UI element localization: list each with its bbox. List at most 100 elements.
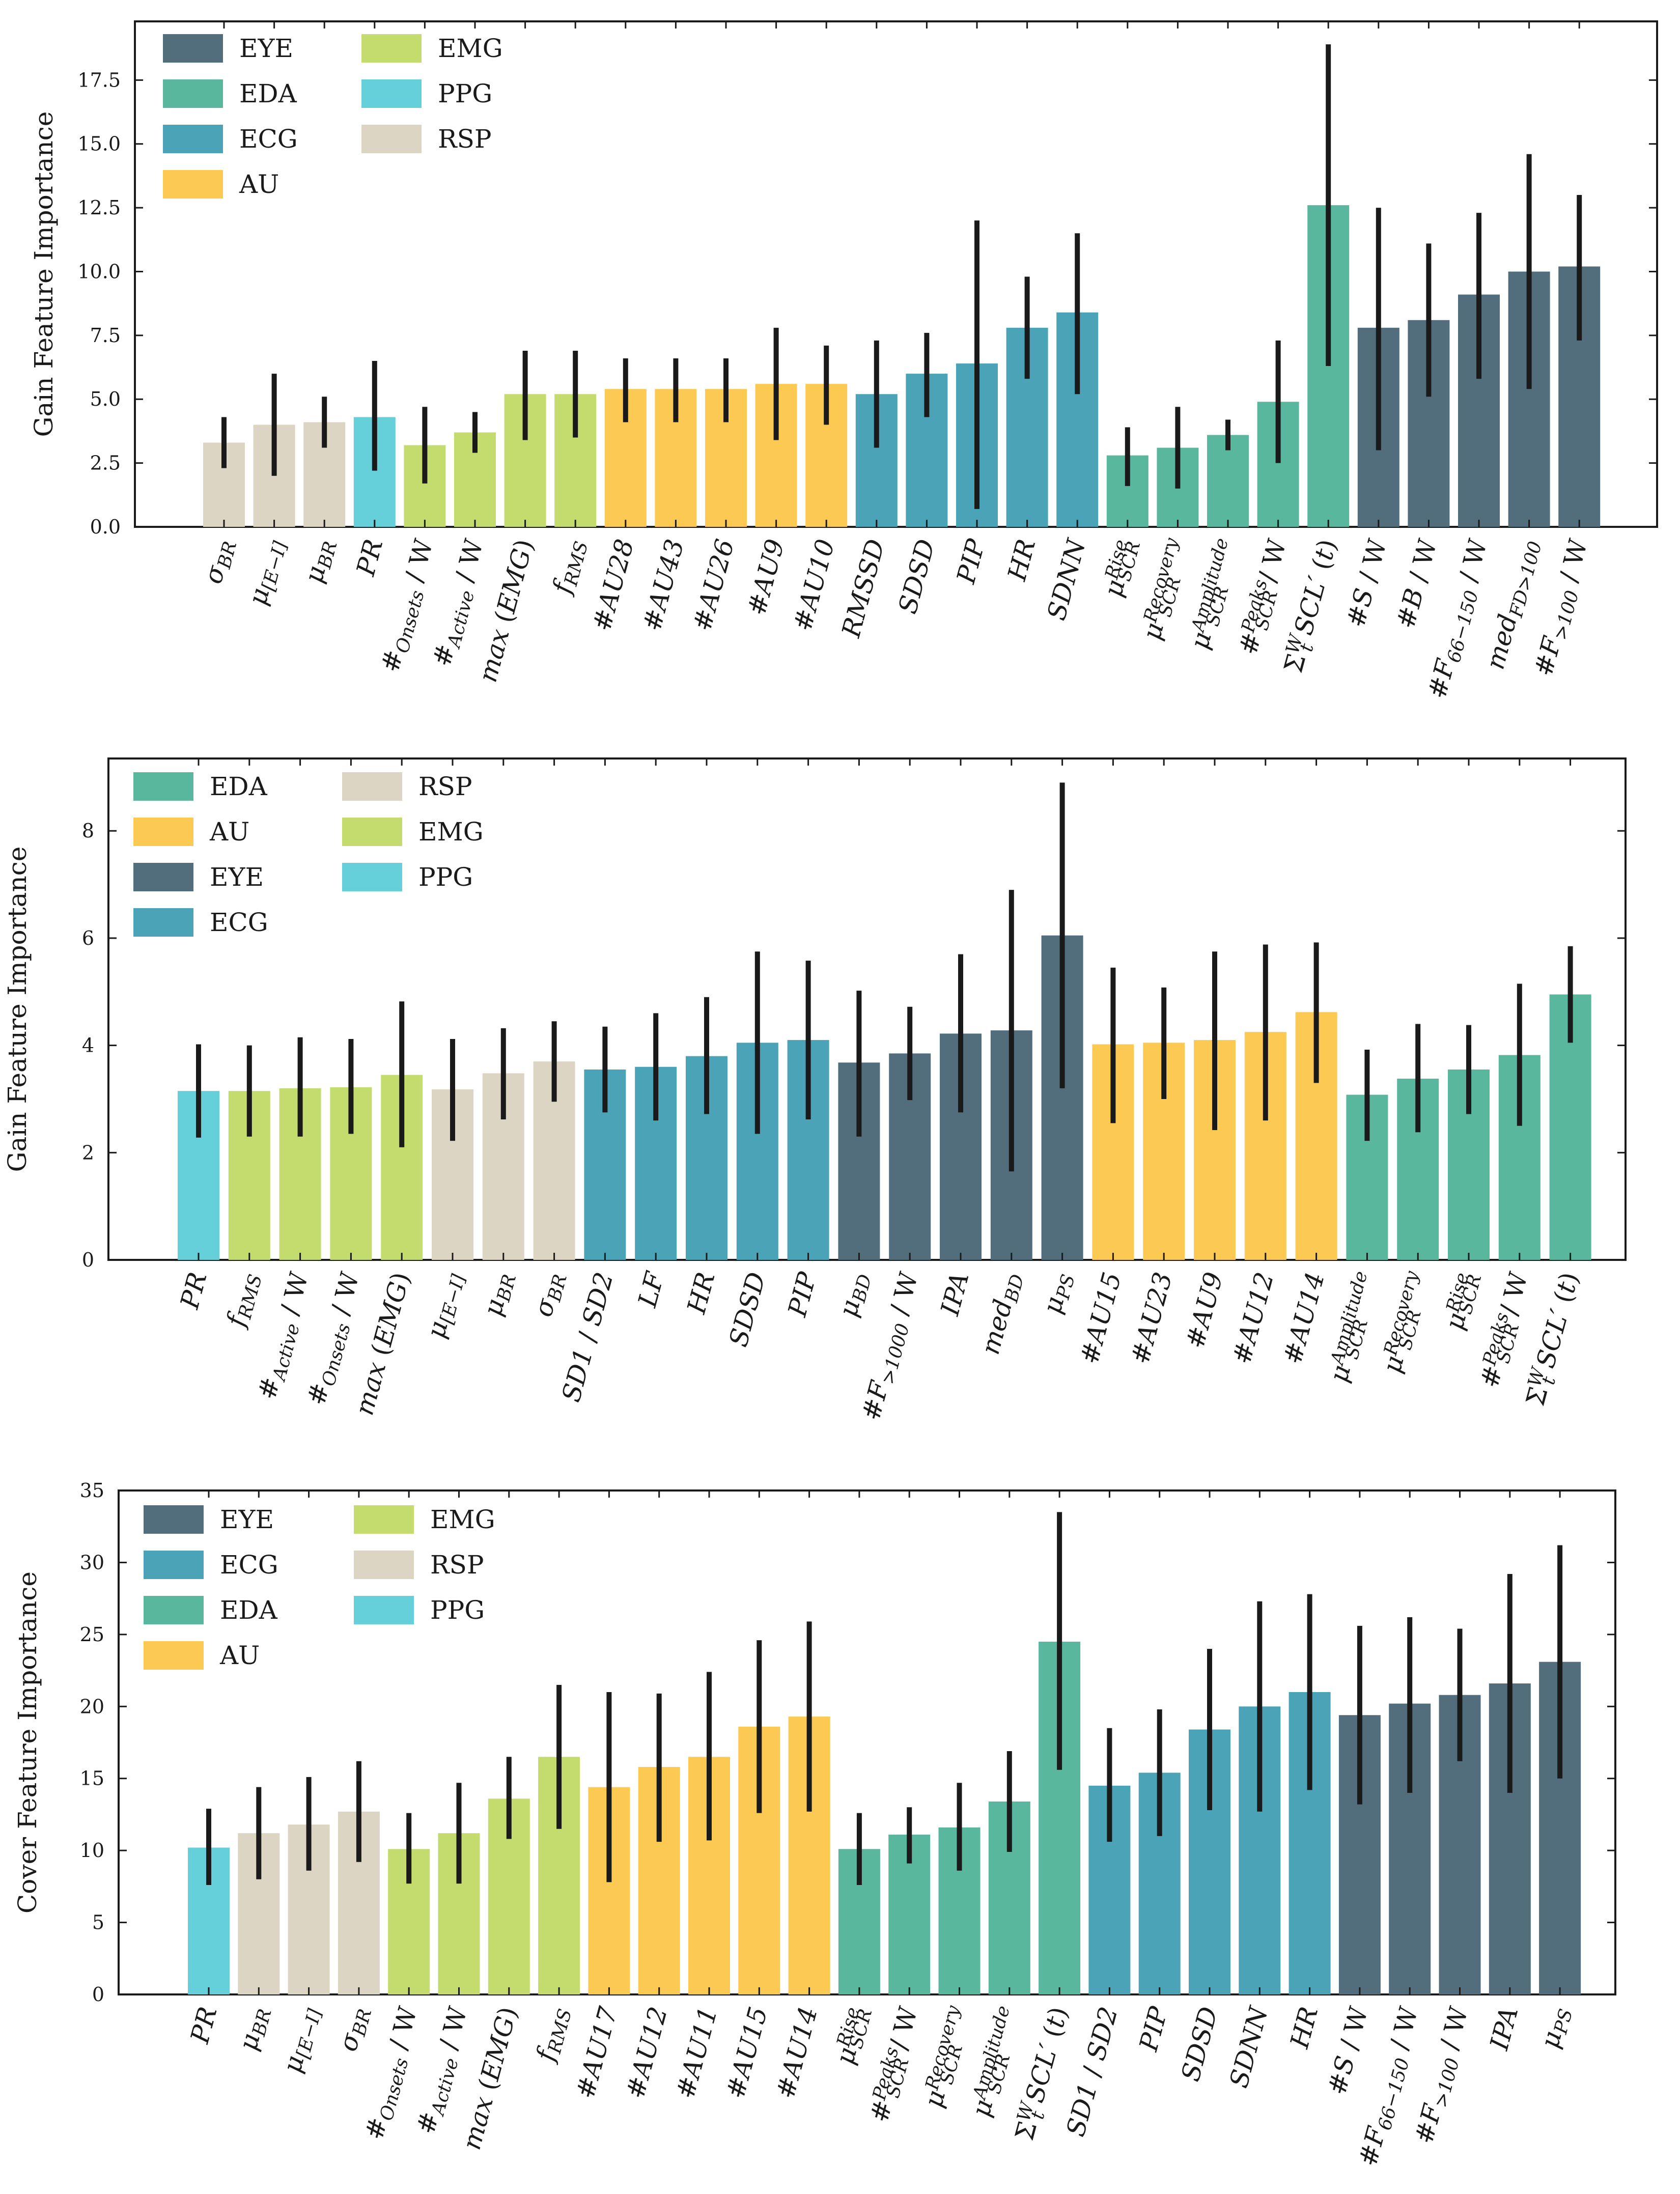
legend-swatch-emg — [361, 34, 422, 63]
x-tick-label: IPA — [935, 1269, 974, 1319]
tick-label-text: μAmplitudeSCR — [1183, 536, 1245, 653]
y-tick-label: 0 — [82, 1249, 94, 1271]
tick-label-text: IPA — [1484, 2004, 1524, 2054]
x-tick-label: μPS — [1037, 1269, 1079, 1317]
tick-label-text: #AU11 — [670, 2004, 723, 2102]
legend-swatch-ppg — [354, 1596, 414, 1624]
legend-label: EMG — [438, 34, 503, 63]
tick-label-text: #AU9 — [742, 536, 790, 618]
tick-label-text: μ[E−I] — [277, 2003, 326, 2076]
legend-label: ECG — [210, 908, 268, 937]
legend-label: ECG — [239, 124, 298, 154]
tick-label-text: μ[E−I] — [242, 536, 291, 609]
tick-label-text: #AU17 — [570, 2004, 623, 2102]
tick-label-text: fRMS — [546, 536, 593, 599]
x-tick-label: medBD — [975, 1269, 1028, 1358]
legend-swatch-ppg — [342, 863, 402, 891]
x-tick-label: SDSD — [892, 536, 941, 617]
tick-label-text: μBR — [233, 2004, 276, 2055]
tick-label-text: SDSD — [723, 1269, 772, 1350]
legend-label: EDA — [220, 1595, 278, 1625]
x-tick-label: PIP — [782, 1269, 822, 1320]
tick-label-text: μRecoverySCR — [1136, 536, 1195, 644]
x-tick-label: σBR — [528, 1272, 571, 1320]
x-tick-label: #AU11 — [670, 2004, 723, 2102]
x-tick-label: HR — [1002, 536, 1041, 584]
legend-label: AU — [219, 1641, 260, 1670]
x-tick-label: PR — [351, 536, 389, 579]
x-tick-label: LF — [632, 1268, 670, 1311]
tick-label-text: IPA — [935, 1269, 974, 1319]
y-tick-label: 17.5 — [77, 69, 121, 91]
tick-label-text: PR — [351, 536, 389, 579]
y-tick-label: 0 — [92, 1983, 104, 2006]
x-tick-label: SDSD — [723, 1269, 772, 1350]
y-tick-label: 15 — [80, 1767, 104, 1790]
tick-label-text: SDNN — [1042, 535, 1091, 624]
legend-label: AU — [209, 817, 249, 847]
tick-label-text: #PeaksSCR / W — [1232, 536, 1295, 659]
tick-label-text: PIP — [1133, 2003, 1173, 2055]
legend-label: PPG — [418, 862, 473, 892]
tick-label-text: σBR — [198, 536, 241, 587]
x-tick-label: #AU28 — [587, 536, 640, 634]
x-tick-label: HR — [681, 1269, 720, 1317]
x-tick-label: RMSSD — [836, 536, 890, 641]
y-tick-label: 5.0 — [90, 388, 121, 410]
x-tick-label: fRMS — [220, 1272, 267, 1331]
x-tick-label: σBR — [198, 536, 241, 587]
tick-label-text: μBR — [478, 1269, 520, 1320]
legend-label: RSP — [438, 124, 492, 154]
x-tick-label: #AU9 — [742, 536, 790, 618]
legend-swatch-eye — [133, 863, 193, 891]
x-tick-label: #AU10 — [788, 536, 841, 634]
tick-label-text: #AU15 — [720, 2004, 773, 2102]
x-tick-label: PR — [175, 1269, 213, 1312]
tick-label-text: #S / W — [1341, 536, 1393, 631]
tick-label-text: μAmplitudeSCR — [1323, 1269, 1384, 1386]
tick-label-text: RMSSD — [836, 536, 890, 641]
y-tick-label: 10.0 — [77, 260, 121, 283]
legend-swatch-eda — [163, 79, 223, 108]
y-tick-label: 30 — [80, 1551, 104, 1573]
y-tick-label: 8 — [82, 820, 94, 842]
x-tick-label: μ[E−I] — [242, 536, 291, 609]
legend-label: EYE — [210, 862, 264, 892]
legend-label: RSP — [418, 772, 472, 801]
chart-panel-gain-1: 0.0 2.5 5.0 7.5 10.0 12.5 15.0 17.5 Gain Feature… — [29, 20, 1658, 702]
legend-swatch-eye — [163, 34, 223, 63]
tick-label-text: #AU15 — [1074, 1269, 1127, 1367]
tick-label-text: μRiseSCR — [829, 2004, 876, 2068]
legend-label: PPG — [430, 1595, 485, 1625]
tick-label-text: #AU14 — [1278, 1269, 1331, 1367]
legend-swatch-rsp — [361, 125, 422, 153]
y-tick-label: 6 — [82, 927, 94, 949]
tick-label-text: PR — [175, 1269, 213, 1312]
x-tick-label: μBR — [233, 2004, 276, 2055]
x-tick-label: #AU12 — [1227, 1269, 1280, 1367]
tick-label-text: μRiseSCR — [1097, 536, 1144, 601]
tick-label-text: #AU12 — [621, 2004, 674, 2102]
tick-label-text: medBD — [975, 1269, 1028, 1358]
x-tick-label: fRMS — [530, 2007, 576, 2066]
y-tick-label: 4 — [82, 1034, 94, 1057]
x-tick-label: #F66−150 / W — [1422, 536, 1493, 702]
chart-panel-cover: 0 5 10 15 20 25 30 35 Cover Feature Importance PR… — [13, 1479, 1616, 2169]
y-tick-label: 2.5 — [90, 452, 121, 474]
tick-label-text: μRecoverySCR — [917, 2003, 976, 2112]
legend-swatch-au — [133, 818, 193, 846]
tick-label-text: σBR — [333, 2004, 376, 2055]
tick-label-text: μ[E−I] — [421, 1269, 470, 1342]
tick-label-text: HR — [1002, 536, 1041, 584]
x-tick-label: μRecoverySCR — [1377, 1269, 1425, 1376]
tick-label-text: μPS — [1037, 1269, 1079, 1317]
x-tick-label: #AU12 — [621, 2004, 674, 2102]
tick-label-text: #AU9 — [1180, 1269, 1228, 1352]
x-tick-label: μRiseSCR — [1439, 1271, 1486, 1333]
tick-label-text: #F>100 / W — [1528, 536, 1596, 680]
y-axis-title: Gain Feature Importance — [29, 111, 59, 437]
x-tick-label: μRiseSCR — [1097, 536, 1144, 601]
y-tick-label: 25 — [80, 1623, 104, 1646]
x-tick-label: HR — [1284, 2004, 1324, 2051]
